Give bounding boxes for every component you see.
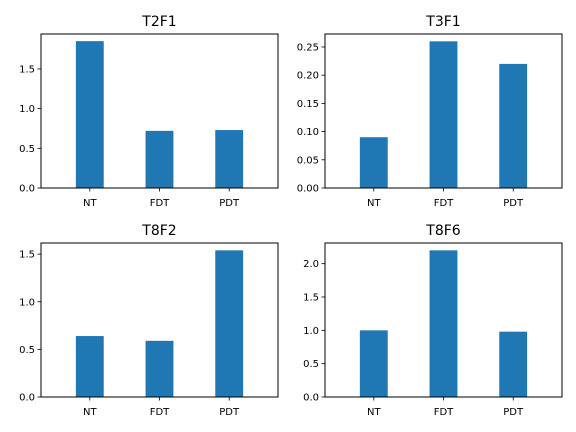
chart-title: T2F1 <box>141 14 176 30</box>
y-tick-label: 1.5 <box>19 64 35 75</box>
x-tick-label: FDT <box>150 407 170 418</box>
bar-pdt <box>499 63 528 189</box>
x-tick-label: NT <box>83 407 97 418</box>
bar-pdt <box>215 130 244 188</box>
bar-nt <box>359 330 388 397</box>
bar-nt <box>75 336 104 397</box>
y-tick-label: 0.15 <box>297 99 319 110</box>
x-tick-label: PDT <box>503 198 524 209</box>
x-tick-label: FDT <box>150 198 170 209</box>
y-tick-label: 0.5 <box>19 144 35 155</box>
y-tick-label: 0.0 <box>19 184 35 195</box>
y-tick-label: 0.0 <box>303 393 319 404</box>
y-tick-label: 2.0 <box>303 259 319 270</box>
bar-nt <box>75 41 104 188</box>
y-tick-label: 1.0 <box>19 104 35 115</box>
bar-fdt <box>429 250 458 397</box>
x-tick-label: NT <box>367 198 381 209</box>
y-tick-label: 0.25 <box>297 42 319 53</box>
chart-title: T8F6 <box>425 223 461 239</box>
chart-panel-4: NT FDT PDT 0.0 0.5 1.0 1.5 2.0 T8F6 <box>303 223 563 418</box>
chart-title: T3F1 <box>425 14 460 30</box>
bar-fdt <box>145 340 174 397</box>
y-tick-label: 1.0 <box>303 326 319 337</box>
y-tick-label: 0.05 <box>297 155 319 166</box>
y-tick-label: 0.5 <box>303 359 319 370</box>
y-tick-label: 1.0 <box>19 297 35 308</box>
chart-panel-1: NT FDT PDT 0.0 0.5 1.0 1.5 T2F1 <box>19 14 279 209</box>
y-tick-label: 0.10 <box>297 127 319 138</box>
x-tick-label: NT <box>83 198 97 209</box>
y-tick-label: 0.00 <box>297 184 319 195</box>
y-tick-label: 1.5 <box>303 293 319 304</box>
x-tick-label: PDT <box>219 407 240 418</box>
y-tick-label: 0.0 <box>19 393 35 404</box>
bar-pdt <box>215 250 244 397</box>
y-tick-label: 0.20 <box>297 71 319 82</box>
chart-panel-3: NT FDT PDT 0.0 0.5 1.0 1.5 T8F2 <box>19 223 279 418</box>
x-tick-label: PDT <box>219 198 240 209</box>
bar-fdt <box>145 130 174 188</box>
y-tick-label: 0.5 <box>19 345 35 356</box>
bar-pdt <box>499 331 528 397</box>
chart-panel-2: NT FDT PDT 0.00 0.05 0.10 0.15 0.20 0.25 T3F1 <box>297 14 563 209</box>
x-tick-label: PDT <box>503 407 524 418</box>
bar-fdt <box>429 41 458 189</box>
x-tick-label: FDT <box>434 198 454 209</box>
x-tick-label: NT <box>367 407 381 418</box>
y-tick-label: 1.5 <box>19 250 35 261</box>
chart-title: T8F2 <box>141 223 176 239</box>
x-tick-label: FDT <box>434 407 454 418</box>
bar-nt <box>359 137 388 188</box>
